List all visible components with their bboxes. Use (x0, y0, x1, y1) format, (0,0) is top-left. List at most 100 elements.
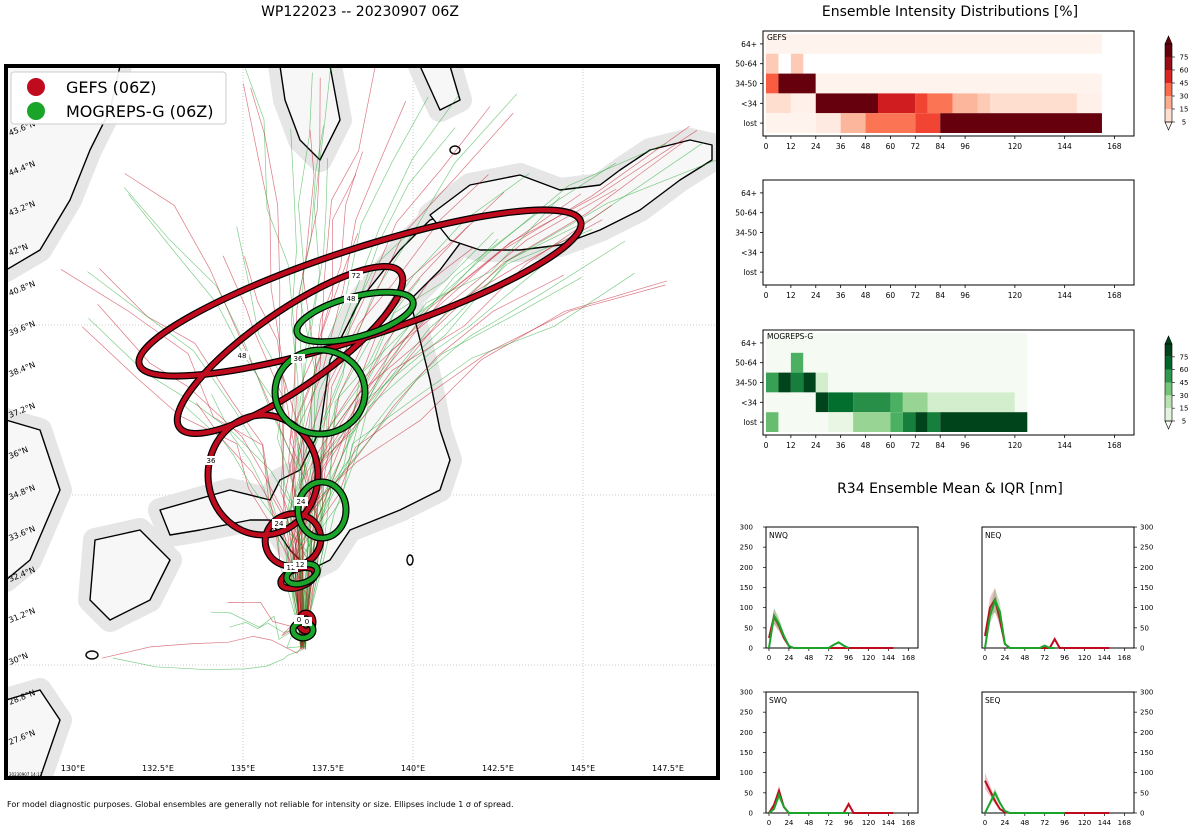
heatmap-x-tick-label: 60 (886, 441, 896, 450)
r34-x-tick-label: 144 (1098, 819, 1112, 827)
colorbar-segment (1165, 408, 1172, 421)
r34-iqr-band-mogreps-g (985, 588, 1055, 648)
heatmap-y-tick-label: lost (743, 268, 757, 277)
r34-x-tick-label: 48 (804, 654, 813, 662)
r34-x-tick-label: 168 (1118, 654, 1131, 662)
r34-mean-line-mogreps-g (984, 597, 1055, 649)
gefs-label-24: 24 (275, 520, 284, 528)
r34-x-tick-label: 168 (902, 654, 915, 662)
r34-x-tick-label: 96 (844, 654, 853, 662)
r34-panel-swq: 0 50 100 150 200 250 300 0 24 48 72 96 120 144 168 SWQ (740, 689, 919, 827)
heatmap-cell (902, 392, 928, 413)
r34-y-tick-label: 300 (740, 524, 753, 532)
gefs-colorbar: 5 15 30 45 60 75 (1164, 35, 1189, 131)
r34-mean-line-mogreps-g (768, 612, 850, 649)
r34-y-tick-label: 100 (740, 769, 753, 777)
r34-frame (981, 691, 1135, 814)
r34-x-tick-label: 96 (1060, 654, 1069, 662)
r34-y-tick-label: 250 (1140, 709, 1153, 717)
heatmap-x-tick-label: 168 (1107, 441, 1122, 450)
member-track (87, 271, 306, 645)
lon-labels: 130°E 132.5°E 135°E 137.5°E 140°E 142.5°… (61, 764, 684, 773)
member-track (101, 635, 304, 659)
heatmap-x-tick-label: 48 (861, 441, 871, 450)
heatmap-model-label: MOGREPS-G (767, 332, 813, 341)
heatmap-cell (890, 392, 903, 413)
heatmap-x-tick-label: 24 (811, 142, 821, 151)
heatmap-cell (778, 412, 829, 432)
heatmap-y-tick-label: <34 (741, 248, 757, 257)
r34-x-tick-label: 72 (1040, 654, 1049, 662)
gefs-ellipses (135, 206, 585, 635)
r34-y-tick-label: 200 (740, 564, 753, 572)
heatmap-x-tick-label: 12 (786, 142, 796, 151)
heatmap-y-tick-label: 50-64 (735, 209, 757, 218)
heatmap-y-tick-label: lost (743, 119, 757, 128)
heatmap-cell (815, 93, 878, 114)
r34-x-tick-label: 0 (983, 819, 987, 827)
lon-label: 137.5°E (312, 764, 344, 773)
map-stamp: 20230907 14:13 (9, 772, 43, 777)
heatmap-x-tick-label: 84 (935, 291, 945, 300)
r34-x-tick-label: 0 (767, 819, 771, 827)
member-track (99, 268, 310, 646)
heatmap-y-tick-label: 50-64 (735, 60, 757, 69)
r34-x-tick-label: 48 (1020, 654, 1029, 662)
heatmap-x-tick-label: 12 (786, 441, 796, 450)
gefs-label-36: 36 (207, 457, 216, 465)
member-track (304, 130, 698, 644)
heatmap-y-tick-label: <34 (741, 99, 757, 108)
r34-y-tick-label: 250 (1140, 544, 1153, 552)
colorbar-tick-label: 75 (1180, 54, 1189, 62)
map-legend: GEFS (06Z) MOGREPS-G (06Z) (10, 71, 227, 125)
mogreps-label-36: 36 (294, 355, 303, 363)
r34-y-tick-label: 250 (740, 709, 753, 717)
mogreps-label-48: 48 (347, 295, 356, 303)
heatmap-cell (853, 412, 891, 432)
r34-x-tick-label: 24 (784, 654, 793, 662)
heatmap-x-tick-label: 120 (1008, 291, 1023, 300)
colorbar-tick-label: 5 (1182, 119, 1186, 127)
heatmap-x-tick-label: 72 (911, 142, 921, 151)
colorbar-segment (1165, 83, 1172, 96)
member-track (299, 94, 460, 646)
mogreps-ellipse-36 (272, 347, 368, 437)
gefs-label-12: 12 (287, 564, 296, 572)
colorbar-segment (1165, 57, 1172, 70)
heatmap-x-tick-label: 84 (935, 142, 945, 151)
main-title: WP122023 -- 20230907 06Z (261, 4, 459, 20)
heatmap-x-tick-label: 168 (1107, 142, 1122, 151)
heatmap-y-tick-label: lost (743, 418, 757, 427)
track-map: 72 48 36 24 12 0 48 36 24 12 0 27.6°N 28… (4, 64, 720, 780)
empty-intensity-heatmap: lost <34 34-50 50-64 64+ 0 12 24 36 48 60 72 84 96 120… (735, 179, 1135, 300)
colorbar-tick-label: 45 (1180, 80, 1189, 88)
ellipse-labels: 72 48 36 24 12 0 48 36 24 12 0 (204, 271, 363, 626)
heatmap-y-tick-label: 64+ (741, 40, 757, 49)
r34-x-tick-label: 144 (1098, 654, 1112, 662)
r34-panel-neq: 0 50 100 150 200 250 300 0 24 48 72 96 120 144 168 NEQ (981, 524, 1153, 662)
heatmap-x-tick-label: 36 (836, 142, 846, 151)
colorbar-tick-label: 30 (1180, 392, 1189, 400)
r34-y-tick-label: 100 (1140, 769, 1153, 777)
heatmap-x-tick-label: 48 (861, 291, 871, 300)
member-track (60, 269, 303, 644)
heatmap-cell (766, 53, 779, 74)
gefs-label-72: 72 (352, 272, 361, 280)
r34-x-tick-label: 72 (1040, 819, 1049, 827)
colorbar-segment (1165, 70, 1172, 83)
r34-x-tick-label: 24 (1000, 654, 1009, 662)
colorbar-tick-label: 75 (1180, 353, 1189, 361)
mogreps-label-24: 24 (297, 498, 306, 506)
heatmap-cell (865, 113, 916, 133)
heatmap-cell (778, 73, 816, 94)
heatmap-cell (815, 392, 829, 413)
mogreps-colorbar: 5 15 30 45 60 75 (1164, 335, 1189, 430)
r34-x-tick-label: 48 (1020, 819, 1029, 827)
lon-label: 132.5°E (142, 764, 174, 773)
colorbar-tick-label: 15 (1180, 405, 1189, 413)
heatmap-cell (828, 372, 1028, 393)
heatmap-model-label: GEFS (767, 33, 787, 42)
heatmap-frame (762, 179, 1135, 286)
heatmap-cell (790, 352, 804, 373)
